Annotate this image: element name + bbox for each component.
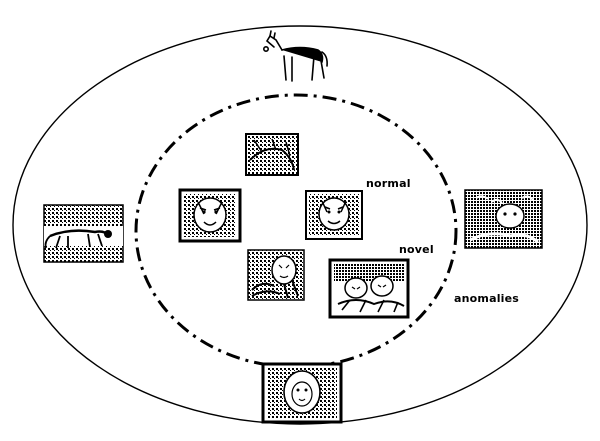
tiger-photo-right <box>305 190 363 240</box>
normal-label: normal <box>366 177 411 190</box>
leopard-photo-right <box>464 189 543 249</box>
tiger-photo-left <box>178 188 242 243</box>
anomalies-label: anomalies <box>454 292 520 305</box>
white-tigers-photo <box>328 258 410 319</box>
outer-boundary-ellipse <box>12 25 588 425</box>
tiger-photo-top <box>245 133 299 176</box>
leopard-photo-left <box>43 204 124 263</box>
lion-photo-bottom <box>261 362 343 424</box>
tiger-photo-bottom <box>247 249 305 301</box>
novel-label: novel <box>399 243 434 256</box>
horse-icon <box>262 30 328 82</box>
